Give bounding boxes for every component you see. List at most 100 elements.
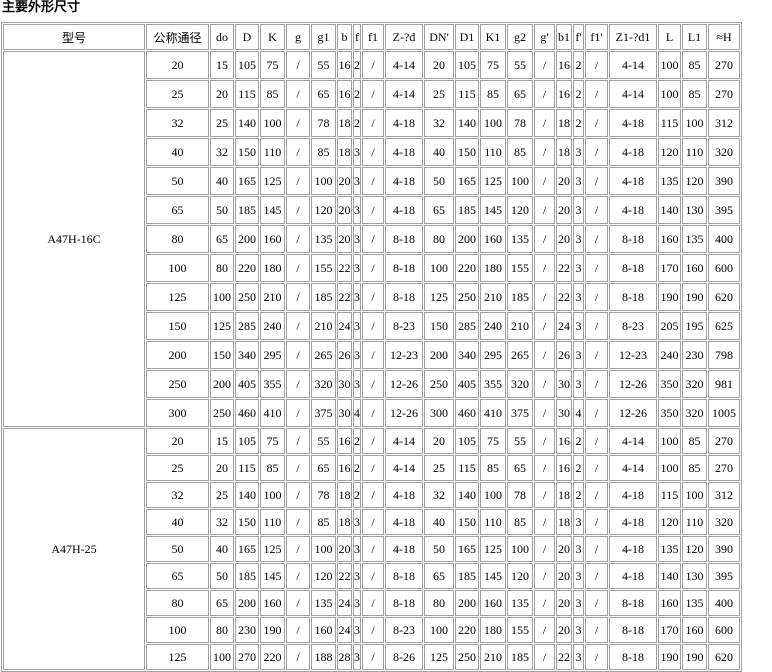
table-cell: 25 [424,455,454,481]
table-cell: 12-26 [385,399,423,427]
table-cell: 100 [210,644,234,670]
table-cell: 78 [507,482,533,508]
table-cell: / [585,370,608,398]
table-cell: 3 [353,370,361,398]
table-cell: 4 [573,399,584,427]
table-cell: 100 [658,455,681,481]
table-cell: / [286,109,310,137]
table-cell: 3 [353,138,361,166]
table-cell: 135 [507,225,533,253]
column-header: g' [534,24,555,50]
table-cell: / [286,536,310,562]
table-cell: 12-26 [385,370,423,398]
table-cell: 210 [480,644,506,670]
table-row: 32 25 140 100/78 18 2/4-18 32 140 100 78/18 2/4-18… [3,482,740,508]
table-cell: / [534,482,555,508]
table-cell: 50 [424,167,454,195]
table-cell: 8-26 [385,644,423,670]
table-cell: 85 [682,455,707,481]
table-cell: / [362,590,384,616]
table-cell: 3 [573,370,584,398]
table-cell: 4-14 [609,428,657,454]
column-header: do [210,24,234,50]
table-cell: 12-26 [609,370,657,398]
table-cell: / [585,167,608,195]
table-cell: 180 [480,254,506,282]
table-cell: / [286,51,310,79]
table-cell: 2 [353,80,361,108]
table-cell: 355 [260,370,285,398]
table-cell: 30 [337,399,352,427]
table-cell: 250 [424,370,454,398]
table-cell: 3 [353,167,361,195]
table-cell: 600 [708,617,740,643]
table-cell: 4-18 [609,138,657,166]
table-cell: / [362,455,384,481]
table-cell: 50 [146,167,209,195]
table-cell: 78 [311,109,336,137]
table-cell: 165 [455,536,479,562]
table-cell: 8-18 [609,644,657,670]
table-row: 40 32 150 110/85 18 3/4-18 40 150 110 85/18 3/4-18… [3,509,740,535]
table-cell: 2 [573,482,584,508]
table-cell: 22 [337,283,352,311]
table-cell: 320 [682,370,707,398]
table-cell: 20 [556,563,572,589]
table-cell: 8-18 [609,617,657,643]
table-cell: 190 [658,644,681,670]
table-cell: 3 [353,590,361,616]
table-cell: 250 [455,283,479,311]
table-cell: 8-18 [609,590,657,616]
column-header: D1 [455,24,479,50]
table-cell: 460 [455,399,479,427]
table-cell: 110 [480,138,506,166]
table-cell: 200 [424,341,454,369]
table-cell: 200 [210,370,234,398]
table-cell: 65 [311,455,336,481]
table-cell: 100 [260,482,285,508]
table-cell: 160 [682,617,707,643]
column-header: L [658,24,681,50]
table-cell: 405 [455,370,479,398]
table-cell: / [585,80,608,108]
table-cell: 160 [658,225,681,253]
table-cell: / [286,167,310,195]
table-cell: 295 [260,341,285,369]
table-cell: 160 [480,590,506,616]
table-cell: 100 [311,536,336,562]
table-cell: / [534,196,555,224]
table-cell: 185 [507,283,533,311]
table-cell: 210 [507,312,533,340]
column-header: g2 [507,24,533,50]
column-header: 公称通径 [146,24,209,50]
table-cell: 20 [556,536,572,562]
table-cell: / [362,283,384,311]
table-cell: / [534,590,555,616]
table-cell: / [286,644,310,670]
model-cell: A47H-16C [3,51,145,427]
table-cell: 20 [210,80,234,108]
table-cell: 8-18 [385,563,423,589]
table-cell: 230 [682,341,707,369]
table-cell: / [585,399,608,427]
table-cell: 16 [337,428,352,454]
table-cell: 340 [235,341,259,369]
table-cell: 85 [682,80,707,108]
column-header: g1 [311,24,336,50]
table-cell: 312 [708,482,740,508]
table-cell: / [534,283,555,311]
table-cell: 2 [573,455,584,481]
table-cell: 3 [353,283,361,311]
table-cell: 32 [146,482,209,508]
table-cell: 4-14 [385,51,423,79]
table-cell: 150 [210,341,234,369]
table-cell: 180 [260,254,285,282]
table-cell: / [534,536,555,562]
table-cell: 155 [507,254,533,282]
table-cell: 78 [507,109,533,137]
table-cell: 190 [260,617,285,643]
table-cell: 620 [708,283,740,311]
table-cell: / [362,109,384,137]
table-cell: / [286,563,310,589]
